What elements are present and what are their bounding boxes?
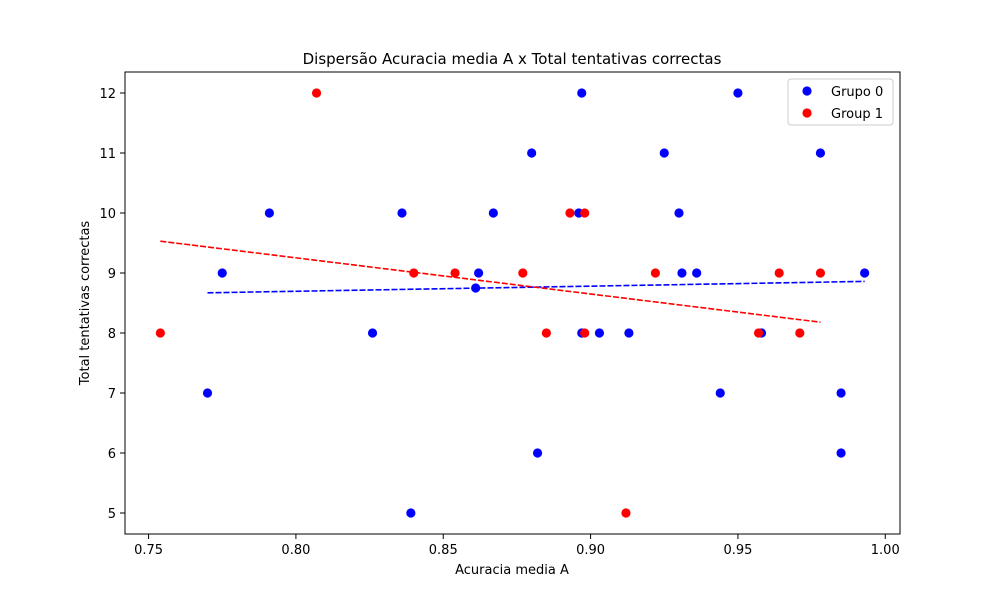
x-axis-label: Acuracia media A (455, 563, 569, 578)
y-tick-label: 9 (108, 267, 116, 282)
series-0-point (367, 328, 378, 338)
series-0-point (733, 88, 743, 98)
chart-title: Dispersão Acuracia media A x Total tenta… (303, 50, 722, 68)
x-tick-label: 0.95 (723, 543, 752, 558)
series-1-point (753, 328, 764, 338)
y-tick-label: 6 (108, 447, 116, 462)
series-0-point (836, 448, 846, 458)
x-tick-label: 0.90 (576, 543, 605, 558)
series-1-point (580, 208, 590, 218)
legend-box (787, 78, 894, 126)
series-0-point (836, 388, 846, 398)
series-0-point (577, 88, 587, 98)
series-1-point (450, 268, 460, 278)
series-1-point (621, 508, 631, 518)
y-tick-label: 8 (108, 327, 116, 342)
series-1-point (580, 328, 590, 338)
legend: Grupo 0 Group 1 (787, 78, 894, 126)
series-0-point (815, 148, 826, 158)
y-tick-label: 7 (108, 387, 116, 402)
series-0-point (659, 148, 669, 158)
legend-marker (802, 108, 812, 118)
series-0-point (692, 268, 702, 278)
series-0-point (532, 448, 543, 458)
series-1-point (518, 268, 528, 278)
series-1-point (815, 268, 826, 278)
series-1-point (774, 268, 784, 278)
series-0-point (594, 328, 605, 338)
y-axis-label: Total tentativas correctas (78, 221, 93, 387)
series-1-point (650, 268, 661, 278)
series-1-point (795, 328, 805, 338)
plot-content (155, 88, 870, 518)
series-1-point (541, 328, 551, 338)
series-0-point (715, 388, 725, 398)
y-axis-ticks: 5 6 7 8 9 10 11 12 (99, 87, 125, 522)
series-0-point (264, 208, 274, 218)
series-0-point (474, 268, 484, 278)
x-tick-label: 1.00 (871, 543, 900, 558)
series-0-point (406, 508, 416, 518)
x-tick-label: 0.75 (134, 543, 163, 558)
series-1-trendline (160, 240, 821, 323)
series-0-point (488, 208, 498, 218)
series-0-point (677, 268, 687, 278)
y-tick-label: 10 (99, 207, 116, 222)
y-tick-label: 5 (108, 507, 116, 522)
series-0-point (674, 208, 684, 218)
series-0-point (860, 268, 870, 278)
x-tick-label: 0.80 (281, 543, 310, 558)
series-0-point (624, 328, 634, 338)
series-0-point (217, 268, 227, 278)
y-tick-label: 11 (99, 147, 116, 162)
legend-marker (802, 86, 812, 96)
series-1-point (155, 328, 165, 338)
x-axis-ticks: 0.75 0.80 0.85 0.90 0.95 1.00 (134, 534, 900, 558)
series-0-point (202, 388, 213, 398)
series-0-point (397, 208, 407, 218)
series-1-point (409, 268, 419, 278)
legend-label: Grupo 0 (831, 85, 883, 100)
series-1-point (565, 208, 575, 218)
plot-frame (124, 71, 901, 535)
legend-label: Group 1 (831, 107, 883, 122)
series-1-point (311, 88, 322, 98)
y-tick-label: 12 (99, 87, 116, 102)
series-0-point (527, 148, 537, 158)
x-tick-label: 0.85 (429, 543, 458, 558)
